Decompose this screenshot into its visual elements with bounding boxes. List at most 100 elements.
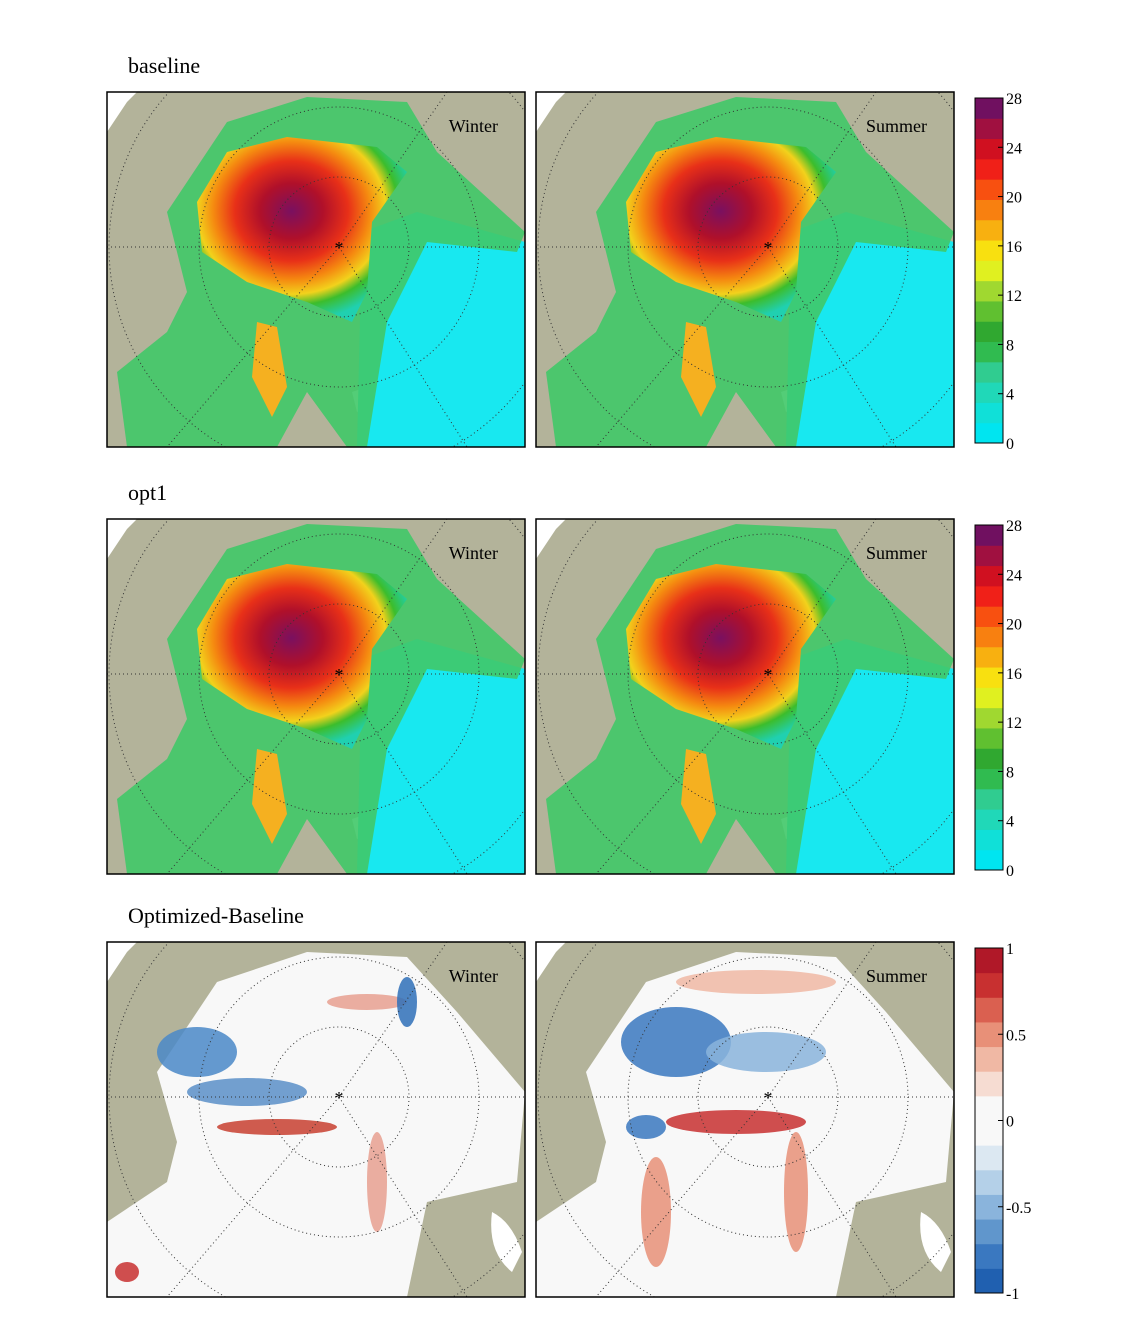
panel-frame	[106, 91, 526, 448]
colorbar-tick-label: 0	[1006, 863, 1014, 880]
grid-circle	[697, 603, 839, 745]
pole-marker: *	[335, 1088, 344, 1108]
colorbar-tick-label: 28	[1006, 91, 1022, 108]
map-content: *	[536, 519, 954, 874]
colorbar-tick-label: 12	[1006, 715, 1022, 732]
colorbar-step	[975, 849, 1003, 871]
difference-patch	[626, 1115, 666, 1139]
difference-patch	[621, 1007, 731, 1077]
panel-frame	[535, 91, 955, 448]
row-title: opt1	[128, 480, 167, 505]
difference-patch	[676, 970, 836, 994]
map-panel: * Winter	[106, 518, 526, 875]
season-label: Winter	[449, 966, 498, 986]
colorbar-step	[975, 300, 1003, 322]
season-label: Winter	[449, 116, 498, 136]
row-title: Optimized-Baseline	[128, 903, 304, 928]
colorbar-frame	[974, 97, 1004, 444]
season-label: Summer	[866, 543, 927, 563]
colorbar-step	[975, 948, 1003, 974]
grid-circle	[268, 603, 410, 745]
difference-patch	[157, 1027, 237, 1077]
colorbar-tick-label: 0	[1006, 1114, 1014, 1131]
colorbar-step	[975, 321, 1003, 343]
colorbar-tick-label: 1	[1006, 941, 1014, 958]
panel-frame	[535, 941, 955, 1298]
colorbar-step	[975, 1145, 1003, 1171]
colorbar-step	[975, 687, 1003, 709]
colorbar-tick-label: 24	[1006, 140, 1022, 157]
colorbar-step	[975, 525, 1003, 546]
colorbar-step	[975, 585, 1003, 607]
colorbar-tick-label: 0.5	[1006, 1027, 1026, 1044]
grid-circle	[697, 176, 839, 318]
map-content: *	[536, 942, 954, 1297]
panel-frame	[106, 518, 526, 875]
colorbar-tick-label: 0	[1006, 436, 1014, 453]
map-panel: * Summer	[535, 91, 955, 448]
difference-patch	[217, 1119, 337, 1135]
pole-marker: *	[335, 665, 344, 685]
colorbar-tick-label: -1	[1006, 1286, 1019, 1303]
colorbar-step	[975, 361, 1003, 383]
thick-ice	[626, 137, 836, 322]
grid-circle	[268, 176, 410, 318]
map-content: *	[107, 942, 525, 1297]
colorbar-tick-label: 12	[1006, 288, 1022, 305]
map-content: *	[107, 519, 525, 874]
map-content: *	[107, 92, 525, 447]
map-panel: * Winter	[106, 941, 526, 1298]
colorbar-step	[975, 1169, 1003, 1195]
colorbar-step	[975, 341, 1003, 363]
grid-circle	[268, 1026, 410, 1168]
thick-ice	[626, 564, 836, 749]
map-panel: * Summer	[535, 518, 955, 875]
difference-patch	[115, 1262, 139, 1282]
colorbar-step	[975, 829, 1003, 851]
colorbar-tick-label: 20	[1006, 617, 1022, 634]
difference-patch	[187, 1078, 307, 1106]
colorbar-tick-label: 20	[1006, 190, 1022, 207]
colorbar-step	[975, 199, 1003, 221]
channel-ice	[252, 749, 287, 844]
colorbar-step	[975, 606, 1003, 627]
colorbar-step	[975, 748, 1003, 770]
colorbar-step	[975, 240, 1003, 261]
grid-circle	[697, 1026, 839, 1168]
row-title: baseline	[128, 53, 200, 78]
colorbar-step	[975, 545, 1003, 567]
colorbar-step	[975, 98, 1003, 119]
colorbar-step	[975, 1243, 1003, 1269]
colorbar-tick-label: 24	[1006, 567, 1022, 584]
colorbar-step	[975, 972, 1003, 998]
colorbar-tick-label: 8	[1006, 337, 1014, 354]
colorbar-tick-label: 28	[1006, 518, 1022, 535]
colorbar-step	[975, 1071, 1003, 1097]
colorbar-step	[975, 422, 1003, 444]
colorbar-tick-label: 4	[1006, 387, 1014, 404]
season-label: Winter	[449, 543, 498, 563]
colorbar-step	[975, 809, 1003, 830]
season-label: Summer	[866, 966, 927, 986]
colorbar-step	[975, 707, 1003, 729]
map-content: *	[536, 92, 954, 447]
panel-frame	[106, 941, 526, 1298]
season-label: Summer	[866, 116, 927, 136]
pole-marker: *	[764, 665, 773, 685]
pole-marker: *	[335, 238, 344, 258]
colorbar-step	[975, 565, 1003, 587]
colorbar-step	[975, 382, 1003, 403]
map-panel: * Summer	[535, 941, 955, 1298]
channel-ice	[252, 322, 287, 417]
colorbar-step	[975, 219, 1003, 241]
thick-ice	[197, 137, 407, 322]
colorbar-tick-label: 8	[1006, 764, 1014, 781]
colorbar-step	[975, 646, 1003, 668]
difference-patch	[397, 977, 417, 1027]
colorbar-step	[975, 1268, 1003, 1294]
difference-patch	[641, 1157, 671, 1267]
colorbar-step	[975, 667, 1003, 688]
colorbar-step	[975, 768, 1003, 790]
colorbar-tick-label: 16	[1006, 239, 1022, 256]
